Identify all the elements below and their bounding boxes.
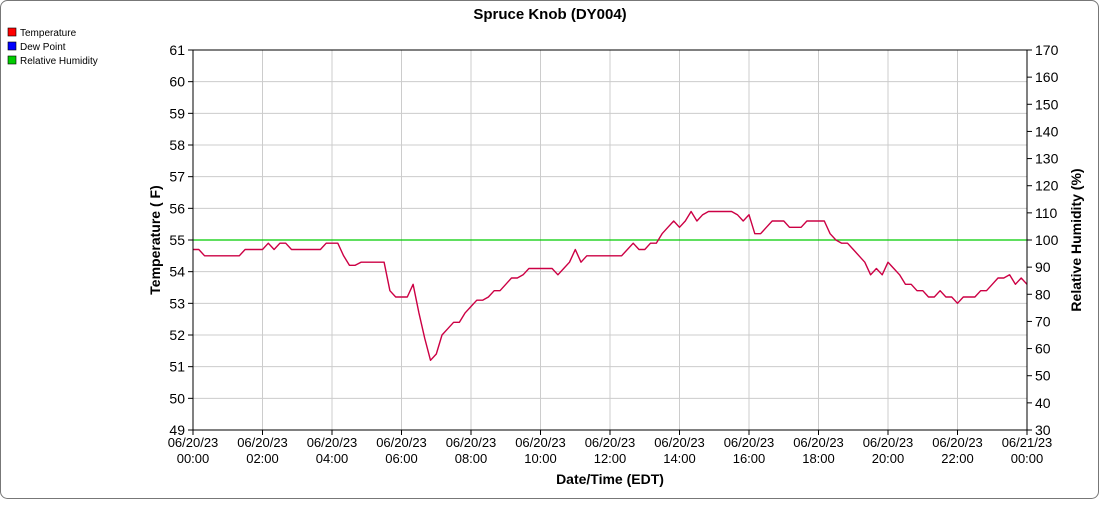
x-tick-date: 06/20/23 [863, 435, 914, 450]
y-tick-label: 60 [169, 74, 185, 90]
x-tick-time: 18:00 [802, 451, 835, 466]
x-tick-date: 06/20/23 [307, 435, 358, 450]
x-tick-time: 22:00 [941, 451, 974, 466]
y-tick-label: 49 [169, 422, 185, 438]
x-tick-date: 06/20/23 [724, 435, 775, 450]
y-tick-label: 58 [169, 137, 185, 153]
y-tick-label: 53 [169, 295, 185, 311]
legend-swatch [7, 27, 17, 37]
legend-swatch [7, 41, 17, 51]
x-tick-date: 06/20/23 [793, 435, 844, 450]
legend: Temperature Dew Point Relative Humidity [7, 27, 98, 67]
y-tick-label: 54 [169, 264, 185, 280]
legend-swatch [7, 55, 17, 65]
y-tick-label: 57 [169, 169, 185, 185]
x-tick-time: 10:00 [524, 451, 557, 466]
x-tick-date: 06/20/23 [446, 435, 497, 450]
plot-area-border [192, 49, 1028, 431]
y2-tick-label: 140 [1035, 123, 1059, 139]
y2-tick-label: 100 [1035, 232, 1059, 248]
y2-tick-label: 80 [1035, 286, 1051, 302]
x-tick-date: 06/20/23 [237, 435, 288, 450]
y-tick-label: 50 [169, 390, 185, 406]
x-tick-date: 06/20/23 [376, 435, 427, 450]
y2-tick-label: 90 [1035, 259, 1051, 275]
y2-tick-label: 110 [1035, 205, 1058, 221]
y2-tick-label: 120 [1035, 178, 1059, 194]
x-tick-date: 06/20/23 [585, 435, 636, 450]
x-tick-time: 04:00 [316, 451, 349, 466]
y2-tick-label: 170 [1035, 42, 1059, 58]
y-tick-label: 61 [169, 42, 185, 58]
y2-tick-label: 160 [1035, 69, 1059, 85]
x-tick-time: 14:00 [663, 451, 696, 466]
x-tick-time: 16:00 [733, 451, 766, 466]
series-lines [193, 210, 1028, 361]
x-tick-time: 08:00 [455, 451, 488, 466]
x-tick-date: 06/20/23 [168, 435, 219, 450]
y2-tick-label: 50 [1035, 368, 1051, 384]
x-tick-date: 06/20/23 [932, 435, 983, 450]
y-tick-label: 51 [169, 359, 185, 375]
chart-title: Spruce Knob (DY004) [473, 6, 626, 23]
y-axis-left-ticks: 49 50 51 52 53 54 55 56 57 58 59 60 61 [169, 42, 193, 438]
y-axis-right-ticks: 30 40 50 60 70 80 90 100 110 120 130 140 150 160 170 [1027, 42, 1059, 438]
legend-label: Dew Point [20, 42, 66, 53]
x-tick-time: 00:00 [1011, 451, 1044, 466]
y2-tick-label: 70 [1035, 313, 1051, 329]
legend-label: Relative Humidity [20, 56, 98, 67]
y2-tick-label: 130 [1035, 151, 1059, 167]
x-tick-time: 00:00 [177, 451, 210, 466]
series-line-temperature-dewpoint [193, 210, 1028, 361]
x-tick-time: 20:00 [872, 451, 905, 466]
x-axis-ticks: 06/20/2300:0006/20/2302:0006/20/2304:000… [168, 430, 1053, 466]
legend-label: Temperature [20, 28, 77, 39]
y2-tick-label: 40 [1035, 395, 1051, 411]
x-tick-date: 06/20/23 [515, 435, 566, 450]
x-tick-date: 06/20/23 [654, 435, 705, 450]
x-tick-time: 12:00 [594, 451, 627, 466]
x-axis-label: Date/Time (EDT) [556, 471, 664, 487]
x-tick-time: 02:00 [246, 451, 279, 466]
y-tick-label: 59 [169, 105, 185, 121]
y2-tick-label: 30 [1035, 422, 1051, 438]
y-tick-label: 56 [169, 200, 185, 216]
y2-axis-label: Relative Humidity (%) [1068, 168, 1084, 311]
y2-tick-label: 60 [1035, 341, 1051, 357]
x-tick-date: 06/21/23 [1002, 435, 1053, 450]
y-tick-label: 55 [169, 232, 185, 248]
x-tick-time: 06:00 [385, 451, 418, 466]
y2-tick-label: 150 [1035, 96, 1059, 112]
y-tick-label: 52 [169, 327, 185, 343]
y-axis-label: Temperature ( F) [147, 185, 163, 294]
